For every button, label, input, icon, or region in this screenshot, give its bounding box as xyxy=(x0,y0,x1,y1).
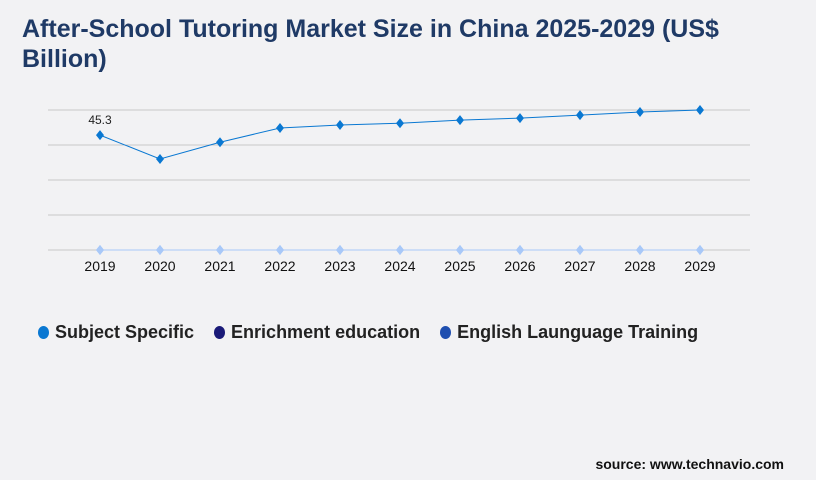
x-tick-label: 2028 xyxy=(624,258,655,274)
data-point xyxy=(516,245,524,255)
x-tick-label: 2027 xyxy=(564,258,595,274)
data-point xyxy=(336,119,344,130)
data-point xyxy=(456,115,464,126)
data-point xyxy=(516,113,524,124)
data-point xyxy=(276,245,284,255)
chart-title: After-School Tutoring Market Size in Chi… xyxy=(22,15,719,73)
data-point xyxy=(216,245,224,255)
data-point xyxy=(576,245,584,255)
data-point xyxy=(216,137,224,148)
legend-item: Enrichment education xyxy=(214,322,420,343)
legend-label: English Launguage Training xyxy=(457,322,699,342)
legend-marker-icon xyxy=(38,326,49,339)
data-label: 45.3 xyxy=(88,113,112,127)
data-point xyxy=(336,245,344,255)
data-point xyxy=(396,118,404,129)
source-text: source: www.technavio.com xyxy=(595,456,784,472)
data-point xyxy=(696,245,704,255)
legend-item: Subject Specific xyxy=(38,322,194,343)
legend: Subject Specific Enrichment education Engl… xyxy=(38,322,698,343)
x-tick-label: 2019 xyxy=(84,258,115,274)
data-point xyxy=(156,245,164,255)
x-tick-label: 2022 xyxy=(264,258,295,274)
legend-item: English Launguage Training xyxy=(440,322,698,343)
data-point xyxy=(276,123,284,134)
data-point xyxy=(576,110,584,121)
data-point xyxy=(636,107,644,118)
x-tick-label: 2026 xyxy=(504,258,535,274)
legend-marker-icon xyxy=(440,326,452,339)
x-tick-label: 2025 xyxy=(444,258,475,274)
data-point xyxy=(396,245,404,255)
legend-label: Enrichment education xyxy=(231,322,421,342)
x-tick-label: 2020 xyxy=(144,258,175,274)
data-point xyxy=(696,105,704,115)
data-point xyxy=(156,153,164,164)
series-line xyxy=(99,109,701,160)
data-point xyxy=(636,245,644,255)
data-point xyxy=(456,245,464,255)
x-tick-label: 2023 xyxy=(324,258,355,274)
legend-marker-icon xyxy=(214,326,226,339)
data-point xyxy=(96,245,104,255)
line-chart: 2019 2020 2021 2022 2023 2024 2025 2026 2027 2028… xyxy=(48,105,750,274)
data-point xyxy=(96,130,104,141)
x-tick-label: 2021 xyxy=(204,258,235,274)
legend-label: Subject Specific xyxy=(55,322,195,342)
x-tick-label: 2029 xyxy=(684,258,715,274)
x-tick-label: 2024 xyxy=(384,258,415,274)
